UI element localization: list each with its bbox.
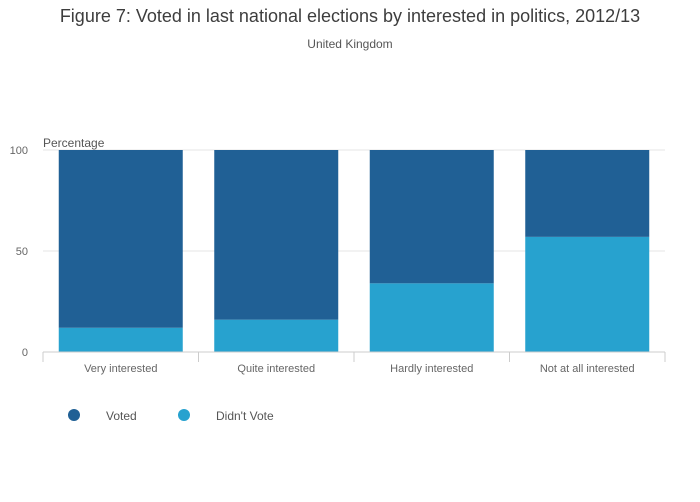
x-tick-label: Quite interested (237, 363, 315, 375)
bar-voted-0[interactable] (58, 150, 183, 328)
x-tick-label: Hardly interested (390, 363, 473, 375)
bar-didn-t-vote-3[interactable] (525, 236, 650, 352)
bar-didn-t-vote-0[interactable] (58, 327, 183, 352)
legend-label: Voted (106, 409, 137, 423)
x-axis: Very interested Quite interested Hardly in… (42, 351, 666, 375)
bar-voted-3[interactable] (525, 150, 650, 237)
legend-item-didn-t-vote[interactable]: Didn't Vote (178, 409, 274, 423)
legend[interactable]: Voted Didn't Vote (68, 409, 274, 423)
bar-voted-2[interactable] (369, 150, 494, 284)
legend-label: Didn't Vote (216, 409, 274, 423)
bar-didn-t-vote-1[interactable] (214, 319, 339, 352)
y-axis: 0 50 100 (10, 145, 28, 359)
x-tick-label: Not at all interested (540, 363, 635, 375)
bar-voted-1[interactable] (214, 150, 339, 320)
bars (58, 150, 650, 352)
y-axis-label: Percentage (43, 136, 105, 150)
bar-didn-t-vote-2[interactable] (369, 283, 494, 352)
y-tick-label: 0 (22, 347, 28, 359)
legend-item-voted[interactable]: Voted (68, 409, 137, 423)
y-tick-label: 100 (10, 145, 28, 157)
chart-title: Figure 7: Voted in last national electio… (59, 6, 641, 26)
chart-subtitle: United Kingdom (307, 37, 393, 51)
x-tick-label: Very interested (84, 363, 157, 375)
y-tick-label: 50 (16, 246, 28, 258)
legend-swatch (178, 409, 190, 421)
legend-swatch (68, 409, 80, 421)
